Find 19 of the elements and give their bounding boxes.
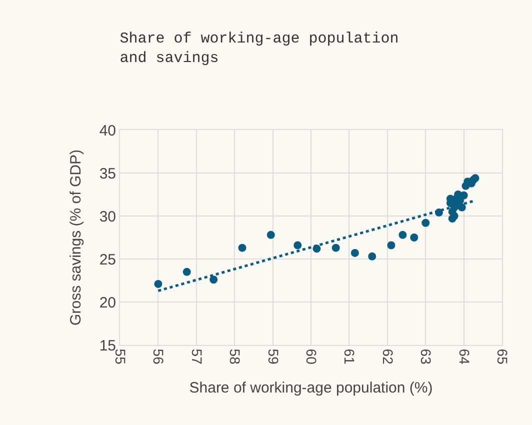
x-tick-label: 64: [456, 348, 472, 365]
x-tick-label: 58: [227, 348, 244, 365]
x-tick-label: 63: [418, 348, 434, 365]
y-tick-label: 30: [99, 208, 116, 226]
x-tick-label: 57: [188, 348, 205, 365]
chart-title: Share of working-age population and savings: [120, 30, 399, 67]
y-axis-title: Gross savings (% of GDP): [68, 150, 85, 326]
x-tick-label: 65: [494, 348, 510, 365]
y-tick-label: 20: [99, 294, 116, 312]
y-tick-label: 40: [99, 122, 116, 140]
x-axis-title: Share of working-age population (%): [189, 380, 433, 397]
x-tick-label: 56: [150, 348, 167, 365]
x-tick-label: 60: [303, 348, 320, 365]
x-tick-label: 61: [342, 348, 358, 365]
y-tick-label: 25: [99, 251, 116, 268]
y-tick-label: 15: [99, 337, 116, 354]
x-tick-label: 59: [265, 348, 282, 365]
y-tick-label: 35: [99, 165, 116, 182]
x-tick-label: 62: [380, 348, 396, 365]
